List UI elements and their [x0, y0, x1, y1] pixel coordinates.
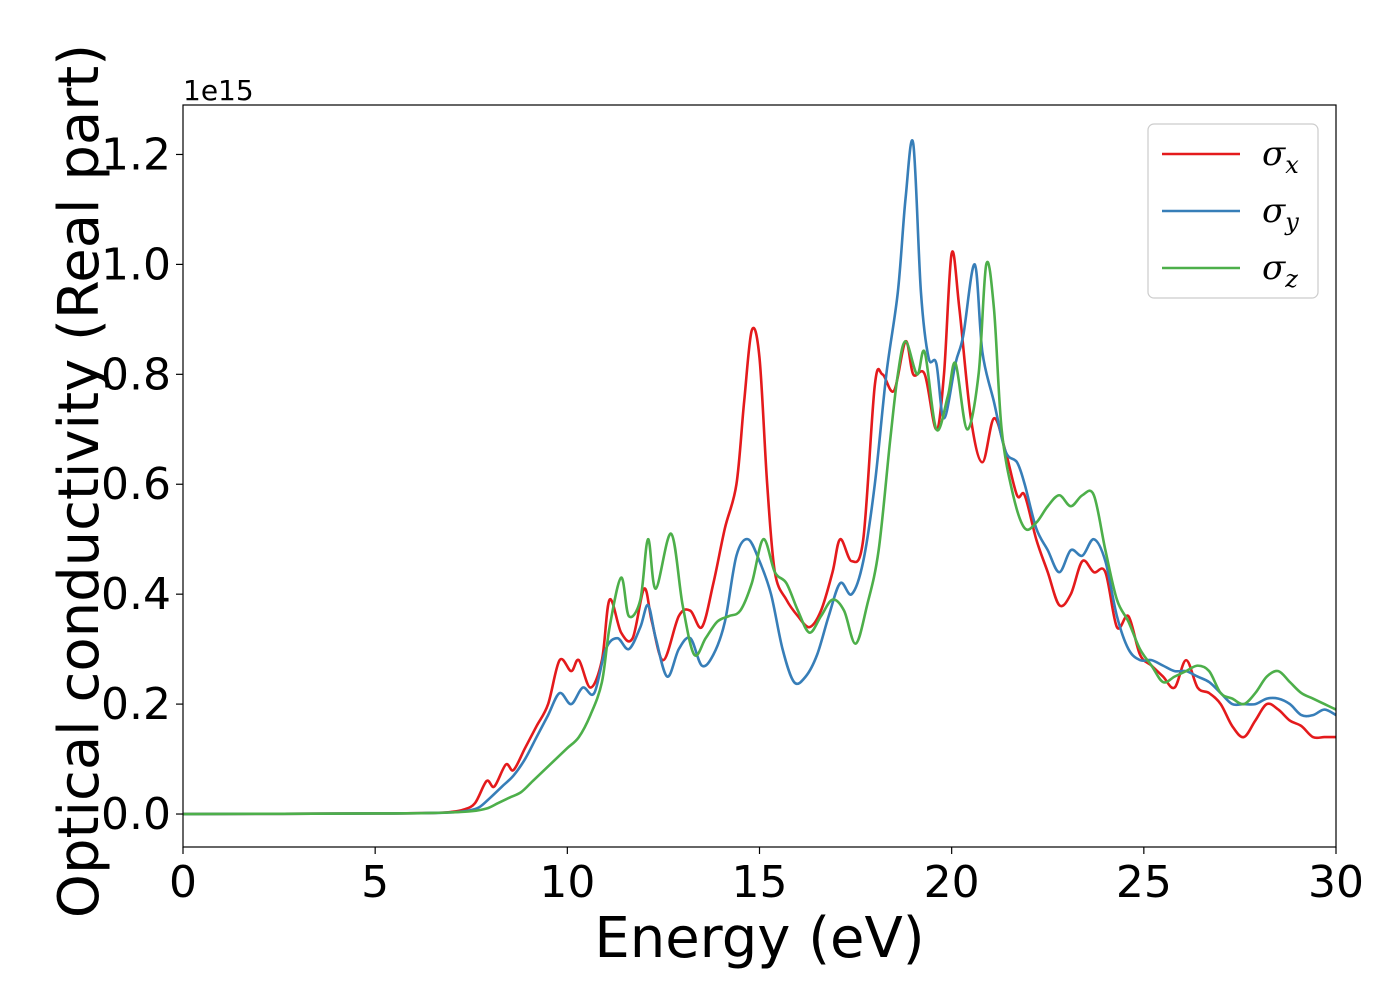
x-tick-label: 10 — [539, 857, 595, 908]
y-axis: 0.0 0.2 0.4 0.6 0.8 1.0 1.2 — [101, 129, 183, 840]
y-tick-label: 0.4 — [101, 569, 171, 620]
series-line-x — [183, 250, 1336, 816]
y-axis-label: Optical conductivity (Real part) — [47, 44, 112, 918]
legend-entry-y: σy — [1262, 191, 1299, 236]
y-offset-label: 1e15 — [183, 74, 254, 107]
x-axis-label: Energy (eV) — [594, 906, 924, 971]
x-axis: 0 5 10 15 20 25 30 — [169, 847, 1364, 908]
y-tick-label: 1.2 — [101, 129, 171, 180]
legend: σx σy σz — [1147, 123, 1319, 299]
x-tick-label: 30 — [1308, 857, 1364, 908]
x-tick-label: 15 — [732, 857, 788, 908]
y-tick-label: 0.2 — [101, 679, 171, 730]
series-line-y — [183, 139, 1336, 816]
series-layer — [183, 139, 1336, 816]
y-tick-label: 0.0 — [101, 789, 171, 840]
y-tick-label: 1.0 — [101, 239, 171, 290]
y-tick-label: 0.6 — [101, 459, 171, 510]
x-tick-label: 0 — [169, 857, 197, 908]
legend-entry-x: σx — [1262, 134, 1299, 179]
legend-entry-z: σz — [1262, 248, 1298, 293]
x-tick-label: 20 — [924, 857, 980, 908]
x-tick-label: 5 — [361, 857, 389, 908]
y-tick-label: 0.8 — [101, 349, 171, 400]
series-line-z — [183, 260, 1336, 816]
x-tick-label: 25 — [1116, 857, 1172, 908]
